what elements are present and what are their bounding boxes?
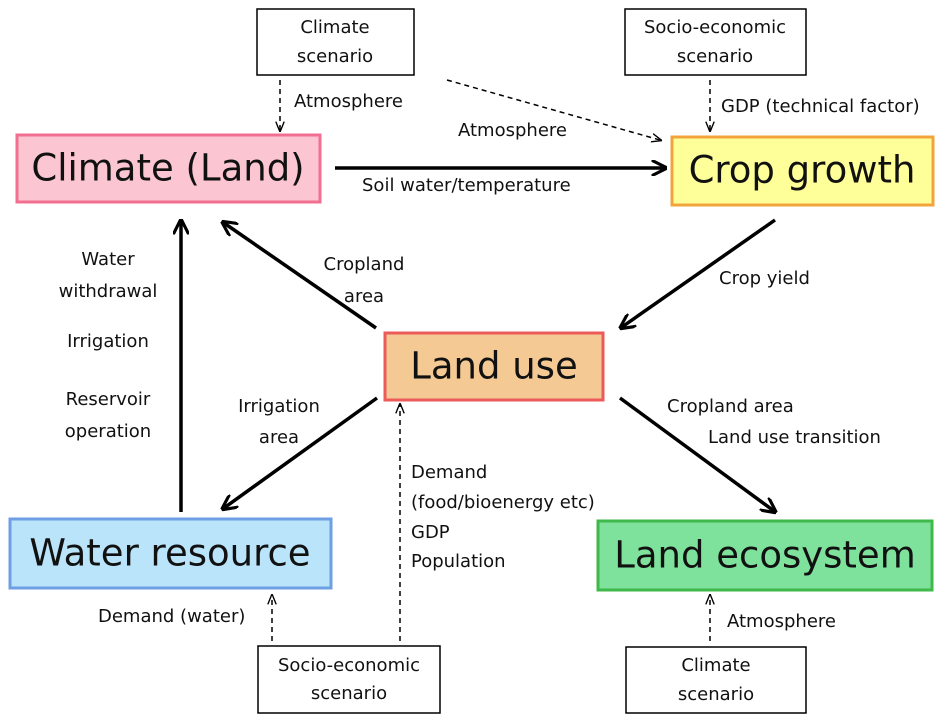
- edge-label: Atmosphere: [458, 120, 567, 141]
- scenario-label: scenario: [678, 684, 754, 705]
- edge-label: withdrawal: [59, 281, 158, 302]
- edge-label: Land use transition: [708, 427, 881, 448]
- scenario-label: Climate: [300, 17, 369, 38]
- edge-label: GDP (technical factor): [721, 96, 920, 117]
- edge-label: area: [259, 427, 299, 448]
- node-box: [15, 133, 322, 204]
- edge-label: Demand (water): [98, 606, 245, 627]
- edge-label: Reservoir: [66, 389, 151, 410]
- scenario-label: Climate: [681, 655, 750, 676]
- edge-label: GDP: [411, 522, 450, 543]
- node-label: Crop growth: [689, 149, 916, 192]
- node-box: [8, 517, 333, 590]
- edge-label: Cropland area: [667, 396, 794, 417]
- arrow: [622, 218, 777, 327]
- node-label: Land use: [410, 345, 577, 388]
- scenario-box: [625, 646, 807, 714]
- node-box: [670, 135, 935, 207]
- edge-label: (food/bioenergy etc): [411, 492, 595, 513]
- scenario-box: [256, 8, 415, 76]
- node-box: [596, 519, 934, 592]
- edge-label: Irrigation: [238, 396, 320, 417]
- arrow: [618, 396, 774, 511]
- node-label: Land ecosystem: [614, 534, 916, 577]
- node-box: [383, 331, 605, 402]
- edge-label: Population: [411, 551, 506, 572]
- scenario-box: [624, 8, 807, 76]
- edge-label: Atmosphere: [727, 611, 836, 632]
- scenario-box: [257, 645, 441, 714]
- arrow: [224, 396, 379, 508]
- edge-label: Soil water/temperature: [362, 175, 571, 196]
- edge-label: Cropland: [324, 254, 405, 275]
- node-label: Climate (Land): [31, 147, 304, 190]
- edge-label: Atmosphere: [294, 91, 403, 112]
- scenario-label: Socio-economic: [644, 17, 786, 38]
- node-label: Water resource: [29, 532, 310, 575]
- scenario-label: Socio-economic: [278, 655, 420, 676]
- edge-label: Crop yield: [719, 268, 810, 289]
- arrow: [224, 223, 377, 330]
- edge-label: Irrigation: [67, 331, 149, 352]
- arrow: [446, 79, 660, 140]
- scenario-label: scenario: [297, 46, 373, 67]
- scenario-label: scenario: [677, 46, 753, 67]
- edge-label: Water: [81, 249, 135, 270]
- edge-label: operation: [65, 421, 151, 442]
- edge-label: Demand: [411, 462, 487, 483]
- scenario-label: scenario: [311, 683, 387, 704]
- edge-label: area: [344, 286, 384, 307]
